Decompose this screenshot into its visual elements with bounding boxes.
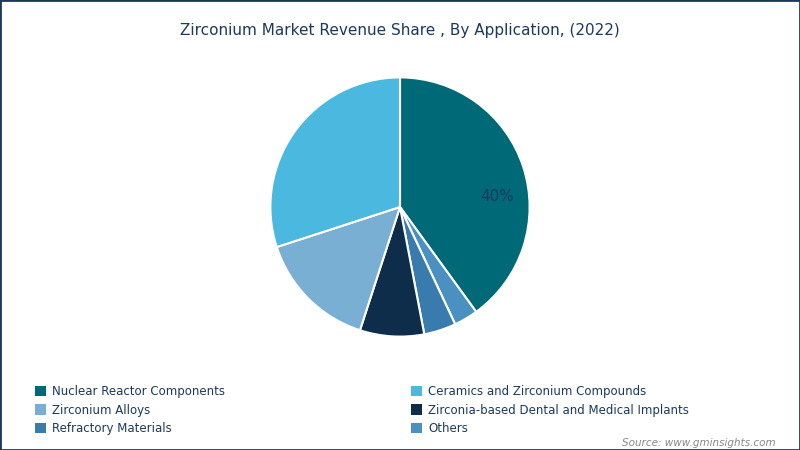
Wedge shape xyxy=(360,207,424,337)
Wedge shape xyxy=(277,207,400,330)
Text: Source: www.gminsights.com: Source: www.gminsights.com xyxy=(622,438,776,448)
Legend: Nuclear Reactor Components, Zirconium Alloys, Refractory Materials: Nuclear Reactor Components, Zirconium Al… xyxy=(30,381,230,440)
Text: 40%: 40% xyxy=(480,189,514,204)
Wedge shape xyxy=(400,77,530,312)
Legend: Ceramics and Zirconium Compounds, Zirconia-based Dental and Medical Implants, Ot: Ceramics and Zirconium Compounds, Zircon… xyxy=(406,381,694,440)
Wedge shape xyxy=(400,207,476,324)
Wedge shape xyxy=(400,207,455,334)
Text: Zirconium Market Revenue Share , By Application, (2022): Zirconium Market Revenue Share , By Appl… xyxy=(180,22,620,37)
Wedge shape xyxy=(270,77,400,247)
